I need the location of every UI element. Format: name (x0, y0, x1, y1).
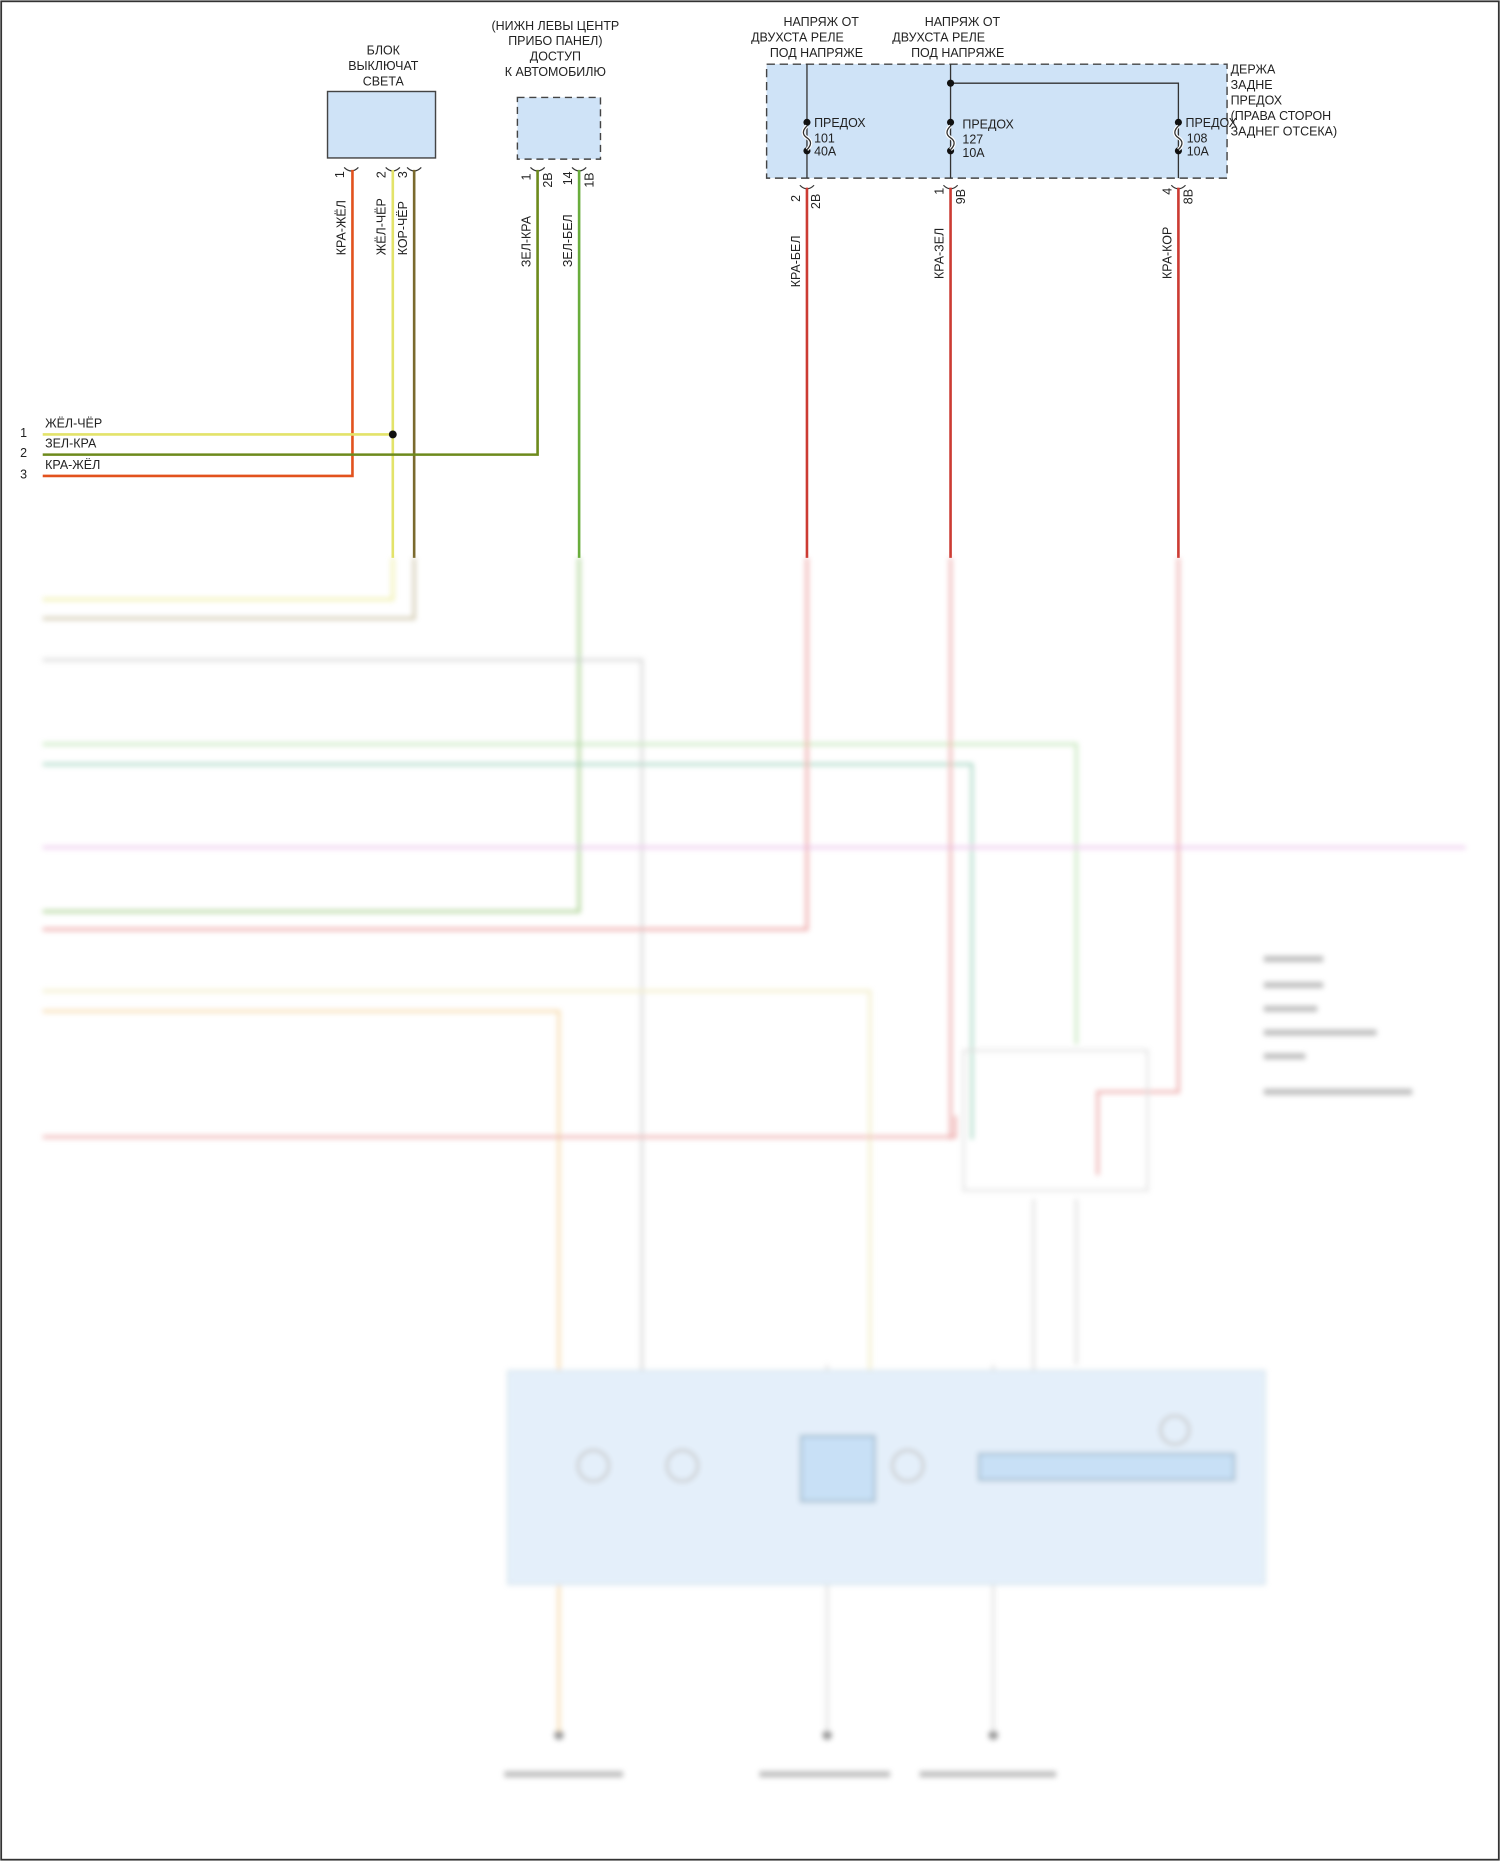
fusebox-title: ПРЕДОХ (1231, 94, 1283, 108)
pin-label: 1 (333, 171, 347, 178)
wire-label: КРА-КОР (1160, 227, 1174, 279)
fusebox-title: ЗАДНЕ (1231, 78, 1273, 92)
access-title-1: (НИЖН ЛЕВЫ ЦЕНТР (492, 19, 620, 33)
pin-label: 1 (932, 188, 946, 195)
pin-label: 1 (20, 426, 27, 440)
fuse-label: ПРЕДОХ (814, 116, 866, 130)
fuse-number: 108 (1187, 132, 1208, 146)
fuse-rating: 10A (1187, 145, 1210, 159)
pin-label: 3 (396, 171, 410, 178)
fuse-label: ПРЕДОХ (1186, 116, 1238, 130)
rear-fuse-box: НАПРЯЖ ОТ ДВУХСТА РЕЛЕ ПОД НАПРЯЖЕ НАПРЯ… (751, 15, 1337, 287)
pin-label: 8B (1182, 189, 1196, 204)
pin-label: 2B (809, 194, 823, 209)
wire-label: КРА-БЕЛ (789, 235, 803, 287)
pin-label: 2 (375, 171, 389, 178)
feed-label: НАПРЯЖ ОТ (784, 15, 860, 29)
feed-label: ПОД НАПРЯЖЕ (911, 46, 1004, 60)
pin-label: 3 (20, 467, 27, 481)
wires-top (42, 169, 1180, 558)
fuse-number: 127 (962, 133, 983, 147)
fuse-rating: 10A (962, 146, 985, 160)
fuse-rating: 40A (814, 145, 837, 159)
access-title-2: ПРИБО ПАНЕЛ) (508, 34, 602, 48)
wire-label: ЖЁЛ-ЧЁР (375, 198, 389, 255)
pin-label: 2 (789, 195, 803, 202)
fusebox-title: ЗАДНЕГ ОТСЕКА) (1231, 124, 1337, 138)
pin-label: 4 (1160, 188, 1174, 195)
wire-label: ЖЁЛ-ЧЁР (45, 416, 102, 430)
fusebox-title: ДЕРЖА (1231, 63, 1276, 77)
light-switch-block: БЛОК ВЫКЛЮЧАТ СВЕТА 1 2 3 КРА-ЖЁЛ ЖЁЛ-ЧЁ… (326, 44, 437, 255)
switch-title-1: БЛОК (367, 44, 401, 58)
wire-label: ЗЕЛ-БЕЛ (561, 214, 575, 267)
fuse-108: ПРЕДОХ 108 10A (1186, 116, 1238, 158)
blurred-lower-diagram (42, 557, 1466, 1778)
pin-label: 9B (954, 189, 968, 204)
fusebox-title: (ПРАВА СТОРОН (1231, 109, 1332, 123)
feed-label: ДВУХСТА РЕЛЕ (751, 31, 844, 45)
access-title-3: ДОСТУП (530, 50, 581, 64)
switch-title-2: ВЫКЛЮЧАТ (348, 59, 419, 73)
feed-label: ДВУХСТА РЕЛЕ (892, 31, 985, 45)
wire-label: КРА-ЗЕЛ (932, 228, 946, 279)
wire-label: ЗЕЛ-КРА (45, 437, 97, 451)
left-connector: 1 ЖЁЛ-ЧЁР 2 ЗЕЛ-КРА 3 КРА-ЖЁЛ (20, 416, 102, 481)
wire-label: КРА-ЖЁЛ (45, 458, 100, 472)
switch-title-3: СВЕТА (363, 75, 405, 89)
feed-label: НАПРЯЖ ОТ (925, 15, 1001, 29)
pin-label: 2 (20, 446, 27, 460)
access-title-4: К АВТОМОБИЛЮ (505, 65, 606, 79)
wire-label: КРА-ЖЁЛ (334, 200, 348, 255)
pin-label: 1 (519, 174, 533, 181)
fuse-127: ПРЕДОХ 127 10A (962, 117, 1014, 159)
fuse-label: ПРЕДОХ (962, 117, 1014, 131)
fuse-number: 101 (814, 132, 835, 146)
pin-label: 14 (561, 171, 575, 185)
pin-label: 2B (541, 172, 555, 187)
wire-label: КОР-ЧЁР (396, 201, 410, 255)
access-connector: (НИЖН ЛЕВЫ ЦЕНТР ПРИБО ПАНЕЛ) ДОСТУП К А… (492, 19, 620, 267)
wire-label: ЗЕЛ-КРА (519, 215, 533, 267)
feed-label: ПОД НАПРЯЖЕ (770, 46, 863, 60)
fuse-101: ПРЕДОХ 101 40A (814, 116, 866, 158)
pin-label: 1B (582, 172, 596, 187)
